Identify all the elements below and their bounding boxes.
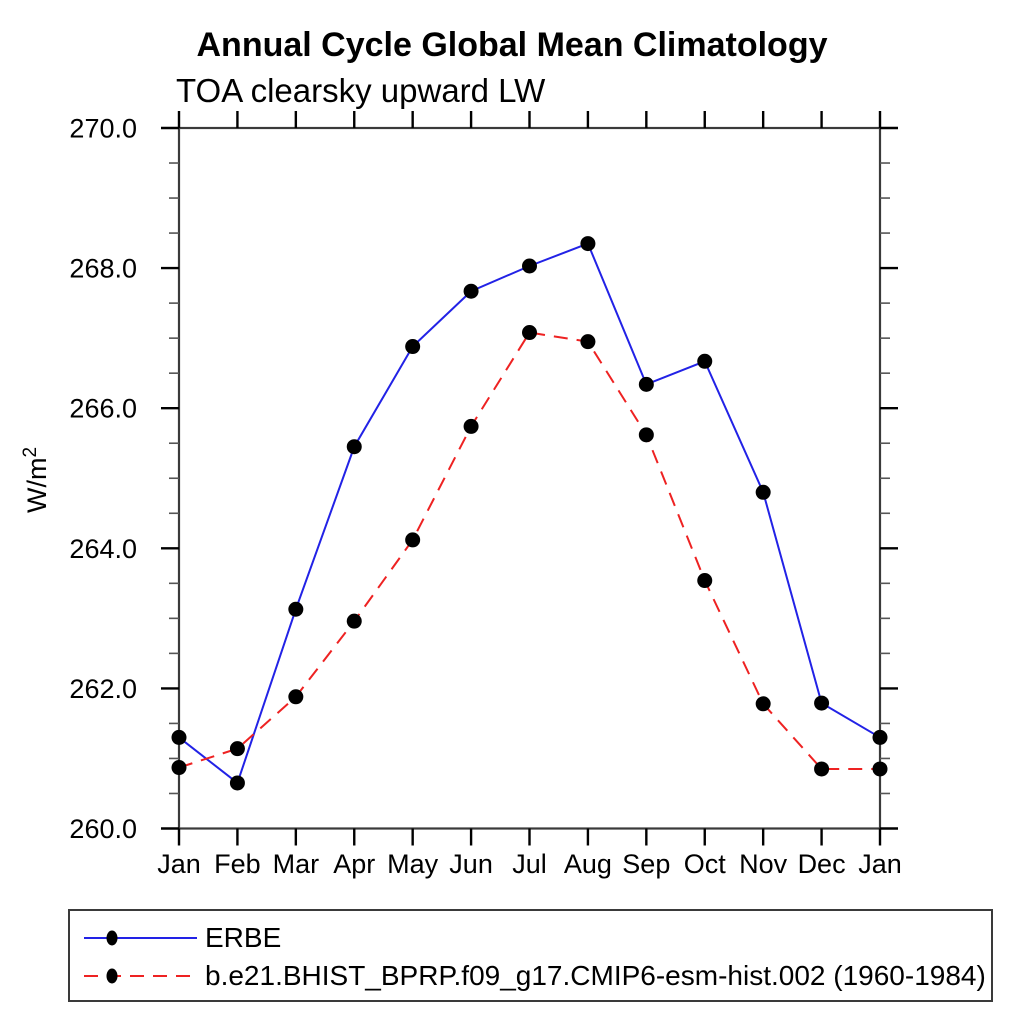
data-point — [463, 283, 479, 299]
svg-text:May: May — [387, 849, 439, 879]
data-point — [171, 760, 187, 776]
data-point — [580, 236, 596, 252]
x-axis: Jan Feb Mar Apr May Jun Jul Aug Sep Oct Nov Dec Jan — [157, 111, 902, 879]
svg-text:260.0: 260.0 — [69, 814, 137, 844]
data-point — [405, 339, 421, 355]
data-point — [814, 695, 830, 711]
series-model — [171, 325, 888, 777]
data-point — [697, 573, 713, 589]
svg-text:Feb: Feb — [214, 849, 261, 879]
chart-subtitle: TOA clearsky upward LW — [176, 72, 546, 109]
chart-title: Annual Cycle Global Mean Climatology — [196, 26, 828, 64]
data-point — [755, 696, 771, 712]
data-point — [229, 775, 245, 791]
data-point — [463, 418, 479, 434]
data-point — [229, 741, 245, 757]
legend-label-erbe: ERBE — [205, 922, 282, 953]
legend-sample-0 — [84, 930, 197, 946]
svg-text:Jan: Jan — [858, 849, 902, 879]
y-axis-title: W/m2 — [20, 447, 52, 513]
svg-text:Dec: Dec — [798, 849, 846, 879]
svg-text:Apr: Apr — [333, 849, 375, 879]
svg-text:262.0: 262.0 — [69, 674, 137, 704]
y-axis: 260.0 262.0 264.0 266.0 268.0 270.0 — [69, 114, 898, 844]
legend-row-model: b.e21.BHIST_BPRP.f09_g17.CMIP6-esm-hist.… — [70, 957, 991, 995]
plot-area: 260.0 262.0 264.0 266.0 268.0 270.0 Jan Feb Mar A… — [20, 111, 902, 879]
svg-text:Aug: Aug — [564, 849, 612, 879]
svg-text:Jul: Jul — [512, 849, 547, 879]
data-point — [522, 325, 537, 341]
data-point — [288, 689, 304, 705]
svg-text:W/m2: W/m2 — [20, 447, 52, 513]
svg-text:Nov: Nov — [739, 849, 788, 879]
series-erbe — [171, 236, 888, 791]
legend-sample-1 — [84, 968, 197, 984]
svg-text:Mar: Mar — [273, 849, 320, 879]
data-point — [405, 532, 421, 548]
svg-text:Jan: Jan — [157, 849, 201, 879]
data-point — [872, 729, 888, 745]
data-point — [522, 258, 537, 274]
legend-label-model: b.e21.BHIST_BPRP.f09_g17.CMIP6-esm-hist.… — [205, 960, 986, 991]
data-point — [638, 427, 654, 443]
plot-frame — [177, 126, 882, 830]
data-point — [288, 601, 304, 617]
svg-text:270.0: 270.0 — [69, 114, 137, 144]
data-point — [346, 613, 362, 629]
svg-text:Oct: Oct — [684, 849, 727, 879]
data-point — [755, 484, 771, 500]
legend: ERBE b.e21.BHIST_BPRP.f09_g17.CMIP6-esm-… — [68, 909, 993, 1002]
svg-text:268.0: 268.0 — [69, 254, 137, 284]
svg-text:Jun: Jun — [449, 849, 493, 879]
svg-text:264.0: 264.0 — [69, 534, 137, 564]
data-point — [872, 761, 888, 777]
data-point — [171, 729, 187, 745]
data-point — [697, 353, 713, 369]
svg-text:Sep: Sep — [622, 849, 670, 879]
data-point — [638, 376, 654, 392]
svg-text:266.0: 266.0 — [69, 394, 137, 424]
data-point — [580, 334, 596, 350]
legend-row-erbe: ERBE — [70, 919, 991, 957]
data-point — [814, 761, 830, 777]
data-point — [346, 439, 362, 455]
